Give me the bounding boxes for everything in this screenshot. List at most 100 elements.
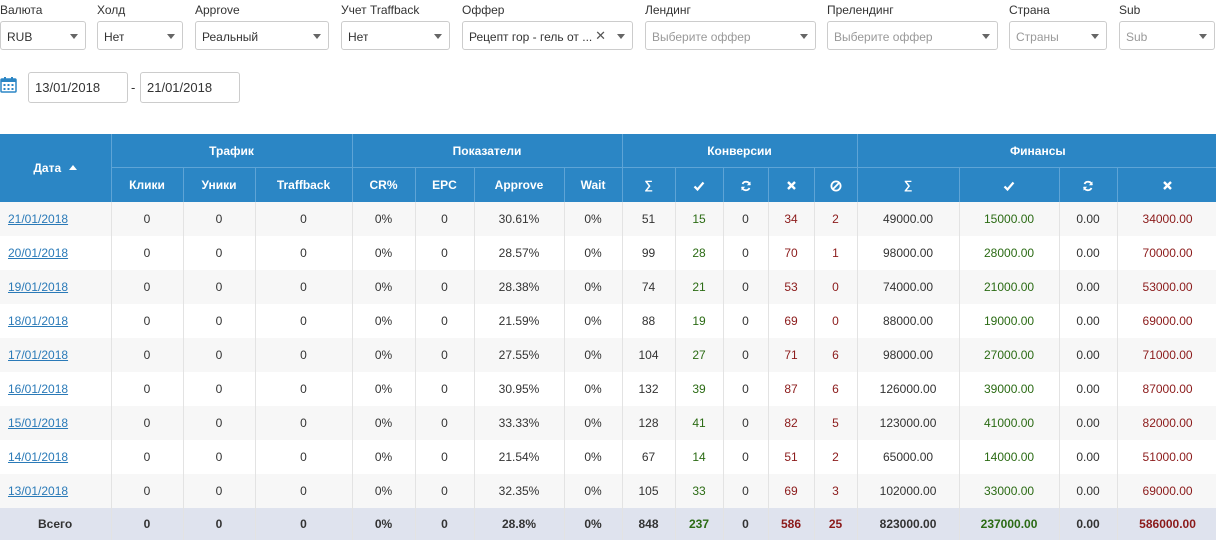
clear-icon[interactable]: ✕ bbox=[595, 28, 606, 43]
cell-wait: 0% bbox=[564, 338, 623, 372]
column-header-uniques[interactable]: Уники bbox=[183, 167, 256, 202]
cell-fin-approved: 19000.00 bbox=[959, 304, 1060, 338]
sort-asc-icon bbox=[69, 165, 78, 170]
hold-select[interactable]: Нет bbox=[97, 21, 183, 50]
cell-conv-rejected: 87 bbox=[768, 372, 815, 406]
cell-clicks: 0 bbox=[111, 338, 184, 372]
cell-uniques: 0 bbox=[183, 440, 256, 474]
cell-fin-approved: 14000.00 bbox=[959, 440, 1060, 474]
cell-conv-trash: 0 bbox=[814, 270, 858, 304]
column-header-fin-approved[interactable] bbox=[959, 167, 1060, 202]
group-header-traffic: Трафик bbox=[111, 134, 353, 168]
cell-conv-hold: 0 bbox=[723, 440, 769, 474]
cell-conv-trash: 25 bbox=[814, 508, 858, 540]
date-link[interactable]: 17/01/2018 bbox=[8, 348, 69, 362]
table-row: 19/01/2018 0 0 0 0% 0 28.38% 0% 74 21 0 … bbox=[0, 270, 1216, 304]
cell-uniques: 0 bbox=[183, 270, 256, 304]
filter-label: Approve bbox=[195, 3, 240, 17]
calendar-icon[interactable] bbox=[0, 76, 17, 93]
cell-epc: 0 bbox=[415, 236, 475, 270]
date-link[interactable]: 20/01/2018 bbox=[8, 246, 69, 260]
column-header-traffback[interactable]: Traffback bbox=[255, 167, 353, 202]
table-row: 17/01/2018 0 0 0 0% 0 27.55% 0% 104 27 0… bbox=[0, 338, 1216, 372]
date-link[interactable]: 19/01/2018 bbox=[8, 280, 69, 294]
column-header-approve[interactable]: Approve bbox=[474, 167, 565, 202]
date-link[interactable]: 21/01/2018 bbox=[8, 212, 69, 226]
column-header-clicks[interactable]: Клики bbox=[111, 167, 184, 202]
column-header-epc[interactable]: EPC bbox=[415, 167, 475, 202]
cell-fin-sum: 49000.00 bbox=[857, 202, 960, 236]
cell-fin-approved: 15000.00 bbox=[959, 202, 1060, 236]
currency-select[interactable]: RUB bbox=[0, 21, 86, 50]
date-link[interactable]: 18/01/2018 bbox=[8, 314, 69, 328]
cell-conv-hold: 0 bbox=[723, 236, 769, 270]
column-header-fin-hold[interactable] bbox=[1059, 167, 1118, 202]
chevron-down-icon bbox=[800, 34, 808, 39]
column-header-cr[interactable]: CR% bbox=[352, 167, 416, 202]
date-link[interactable]: 13/01/2018 bbox=[8, 484, 69, 498]
landing-select[interactable]: Выберите оффер bbox=[645, 21, 816, 50]
cell-wait: 0% bbox=[564, 236, 623, 270]
column-header-fin-rejected[interactable] bbox=[1117, 167, 1216, 202]
date-header-label: Дата bbox=[33, 161, 62, 175]
date-from-input[interactable]: 13/01/2018 bbox=[28, 72, 128, 103]
cell-fin-hold: 0.00 bbox=[1059, 270, 1118, 304]
column-header-wait[interactable]: Wait bbox=[564, 167, 623, 202]
cell-conv-rejected: 70 bbox=[768, 236, 815, 270]
date-link[interactable]: 16/01/2018 bbox=[8, 382, 69, 396]
chevron-down-icon bbox=[313, 34, 321, 39]
cell-epc: 0 bbox=[415, 270, 475, 304]
cell-clicks: 0 bbox=[111, 270, 184, 304]
cell-clicks: 0 bbox=[111, 406, 184, 440]
cell-date: 15/01/2018 bbox=[0, 406, 112, 440]
date-to-input[interactable]: 21/01/2018 bbox=[140, 72, 240, 103]
cell-fin-rejected: 69000.00 bbox=[1117, 474, 1216, 508]
cell-conv-sum: 74 bbox=[622, 270, 676, 304]
cell-conv-trash: 2 bbox=[814, 202, 858, 236]
offer-select[interactable]: Рецепт гор - гель от ... ✕ bbox=[462, 21, 633, 50]
cell-conv-sum: 132 bbox=[622, 372, 676, 406]
traffback-select[interactable]: Нет bbox=[341, 21, 450, 50]
sub-select[interactable]: Sub bbox=[1119, 21, 1215, 50]
cell-conv-sum: 99 bbox=[622, 236, 676, 270]
column-header-conv-sum[interactable]: ∑ bbox=[622, 167, 676, 202]
prelanding-select[interactable]: Выберите оффер bbox=[827, 21, 998, 50]
date-link[interactable]: 15/01/2018 bbox=[8, 416, 69, 430]
column-header-conv-approved[interactable] bbox=[675, 167, 724, 202]
cell-cr: 0% bbox=[352, 474, 416, 508]
cell-cr: 0% bbox=[352, 440, 416, 474]
cell-conv-trash: 5 bbox=[814, 406, 858, 440]
cell-conv-sum: 88 bbox=[622, 304, 676, 338]
column-header-conv-rejected[interactable] bbox=[768, 167, 815, 202]
cell-wait: 0% bbox=[564, 474, 623, 508]
check-icon bbox=[1003, 181, 1015, 191]
cell-cr: 0% bbox=[352, 236, 416, 270]
cell-approve: 33.33% bbox=[474, 406, 565, 440]
chevron-down-icon bbox=[167, 34, 175, 39]
cell-fin-hold: 0.00 bbox=[1059, 236, 1118, 270]
chevron-down-icon bbox=[982, 34, 990, 39]
cell-epc: 0 bbox=[415, 202, 475, 236]
cell-traffback: 0 bbox=[255, 236, 353, 270]
country-select[interactable]: Страны bbox=[1009, 21, 1107, 50]
cell-fin-approved: 41000.00 bbox=[959, 406, 1060, 440]
cell-fin-rejected: 51000.00 bbox=[1117, 440, 1216, 474]
chevron-down-icon bbox=[70, 34, 78, 39]
cell-fin-approved: 21000.00 bbox=[959, 270, 1060, 304]
column-header-conv-trash[interactable] bbox=[814, 167, 858, 202]
cell-traffback: 0 bbox=[255, 440, 353, 474]
table-total-row: Всего 0 0 0 0% 0 28.8% 0% 848 237 0 586 … bbox=[0, 508, 1216, 540]
cell-conv-sum: 51 bbox=[622, 202, 676, 236]
approve-select[interactable]: Реальный bbox=[195, 21, 329, 50]
column-header-fin-sum[interactable]: ∑ bbox=[857, 167, 960, 202]
column-header-conv-hold[interactable] bbox=[723, 167, 769, 202]
date-link[interactable]: 14/01/2018 bbox=[8, 450, 69, 464]
cell-traffback: 0 bbox=[255, 338, 353, 372]
times-icon bbox=[786, 181, 796, 191]
cell-epc: 0 bbox=[415, 338, 475, 372]
cell-conv-approved: 21 bbox=[675, 270, 724, 304]
column-header-date[interactable]: Дата bbox=[0, 134, 112, 202]
cell-fin-hold: 0.00 bbox=[1059, 406, 1118, 440]
cell-fin-approved: 39000.00 bbox=[959, 372, 1060, 406]
cell-wait: 0% bbox=[564, 372, 623, 406]
